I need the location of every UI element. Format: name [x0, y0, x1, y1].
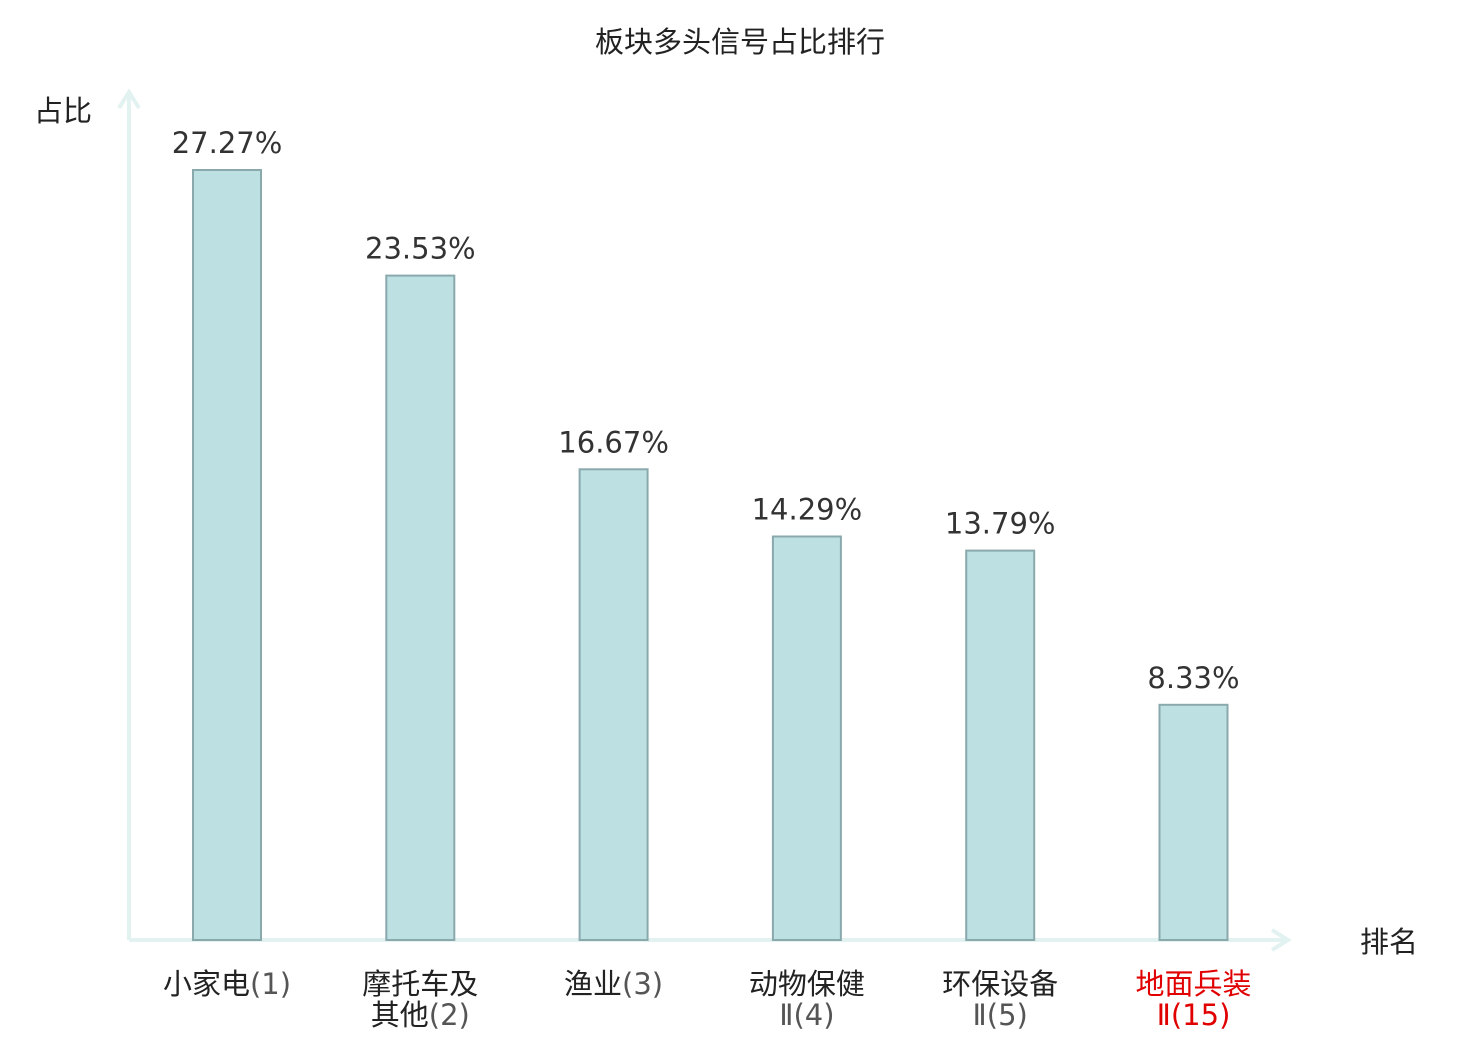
- y-axis: [117, 88, 141, 940]
- tick-label-rank: (2): [429, 998, 470, 1032]
- tick-label-4-line-1: 动物保健: [749, 967, 865, 1001]
- tick-label-name: 环保设备: [942, 967, 1058, 1001]
- tick-label-name: 其他: [371, 998, 429, 1032]
- bars-layer: [192, 169, 1229, 942]
- value-label-3: 16.67%: [558, 425, 669, 459]
- tick-label-name: 渔业: [564, 967, 622, 1001]
- tick-label-name: 地面兵装: [1135, 967, 1251, 1001]
- bar-1: [192, 169, 262, 941]
- tick-label-3-line-1: 渔业(3): [564, 967, 663, 1001]
- tick-label-6-line-1: 地面兵装: [1135, 967, 1251, 1001]
- tick-label-2-line-1: 摩托车及: [362, 967, 478, 1001]
- tick-label-name: 小家电: [163, 967, 250, 1001]
- x-axis-label: 排名: [1360, 925, 1418, 959]
- x-axis: [129, 928, 1292, 952]
- y-axis-arrow-icon: [117, 88, 141, 110]
- value-label-4: 14.29%: [752, 493, 863, 527]
- y-axis-label: 占比: [34, 94, 92, 128]
- tick-label-6-line-2: Ⅱ(15): [1157, 998, 1231, 1032]
- tick-label-rank: (1): [250, 967, 291, 1001]
- bar-4: [771, 535, 842, 941]
- bar-5: [965, 549, 1036, 941]
- value-label-2: 23.53%: [365, 232, 476, 266]
- tick-label-rank: Ⅱ(4): [779, 998, 834, 1032]
- value-labels-layer: 27.27% 23.53% 16.67% 14.29% 13.79% 8.33%: [172, 126, 1240, 695]
- tick-label-name: 动物保健: [749, 967, 865, 1001]
- value-label-5: 13.79%: [945, 507, 1056, 541]
- bar-6: [1158, 703, 1229, 941]
- tick-label-1-line-1: 小家电(1): [163, 967, 291, 1001]
- chart-title: 板块多头信号占比排行: [595, 25, 885, 59]
- tick-label-rank: Ⅱ(15): [1157, 998, 1231, 1032]
- tick-label-4-line-2: Ⅱ(4): [779, 998, 834, 1032]
- value-label-1: 27.27%: [172, 126, 283, 160]
- value-label-6: 8.33%: [1147, 661, 1239, 695]
- tick-label-name: 摩托车及: [362, 967, 478, 1001]
- tick-label-rank: (3): [622, 967, 663, 1001]
- tick-label-rank: Ⅱ(5): [973, 998, 1028, 1032]
- tick-label-5-line-1: 环保设备: [942, 967, 1058, 1001]
- tick-label-5-line-2: Ⅱ(5): [973, 998, 1028, 1032]
- bar-2: [385, 274, 456, 942]
- x-axis-arrow-icon: [1270, 928, 1292, 952]
- tick-label-2-line-2: 其他(2): [371, 998, 470, 1032]
- bar-3: [578, 468, 649, 941]
